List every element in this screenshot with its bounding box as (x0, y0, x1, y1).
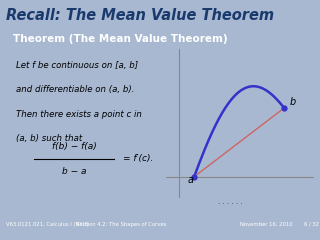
Text: a: a (188, 175, 194, 185)
Text: Recall: The Mean Value Theorem: Recall: The Mean Value Theorem (6, 8, 275, 23)
Text: Then there exists a point c in: Then there exists a point c in (16, 110, 141, 119)
Text: Let f be continuous on [a, b]: Let f be continuous on [a, b] (16, 61, 138, 70)
Text: · · · · · ·: · · · · · · (218, 201, 243, 207)
Text: Section 4.2: The Shapes of Curves: Section 4.2: The Shapes of Curves (76, 222, 167, 227)
Text: f(b) − f(a): f(b) − f(a) (52, 142, 96, 151)
Text: (a, b) such that: (a, b) such that (16, 134, 82, 143)
Text: b: b (289, 97, 295, 107)
Text: and differentiable on (a, b).: and differentiable on (a, b). (16, 85, 134, 94)
Text: b − a: b − a (62, 167, 86, 176)
Text: Theorem (The Mean Value Theorem): Theorem (The Mean Value Theorem) (12, 34, 227, 44)
Text: V63.0121.021, Calculus I (NYU): V63.0121.021, Calculus I (NYU) (6, 222, 89, 227)
Text: 6 / 32: 6 / 32 (304, 222, 319, 227)
Text: = f′(c).: = f′(c). (123, 154, 154, 163)
Text: November 16, 2010: November 16, 2010 (240, 222, 292, 227)
